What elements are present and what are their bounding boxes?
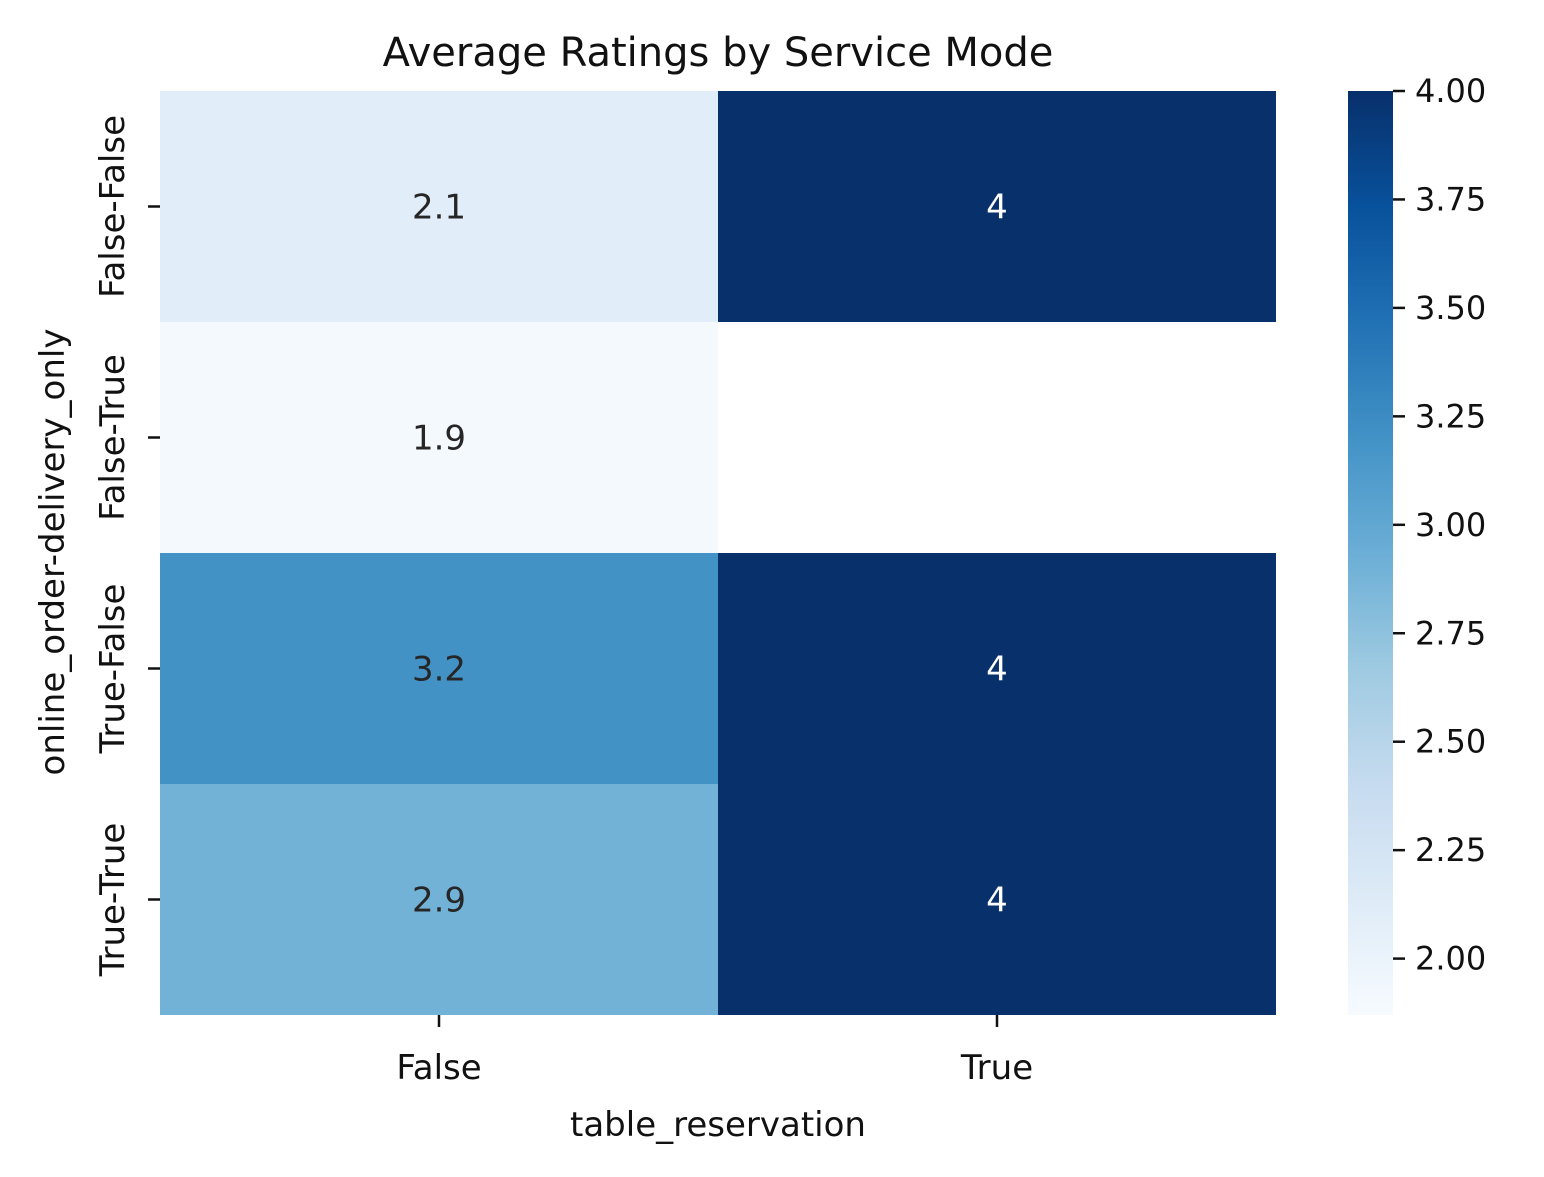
colorbar-tick-label: 3.75 <box>1415 180 1486 218</box>
cell-value-label: 2.9 <box>412 881 466 921</box>
heatmap-cells <box>160 91 1276 1015</box>
x-tick-label: False <box>396 1048 481 1088</box>
colorbar-tick-label: 2.25 <box>1415 831 1486 869</box>
y-axis-label: online_order-delivery_only <box>33 329 73 776</box>
cell-value-labels: 2.1 4 1.9 3.2 4 2.9 4 <box>412 188 1008 921</box>
heatmap-cell <box>160 553 718 784</box>
colorbar-gradient <box>1348 91 1393 1015</box>
colorbar-tick-label: 2.50 <box>1415 723 1486 761</box>
heatmap-cell <box>160 322 718 553</box>
colorbar-tick-label: 2.75 <box>1415 614 1486 652</box>
cell-value-label: 2.1 <box>412 188 466 228</box>
y-tick-label: True-False <box>93 584 133 755</box>
y-axis: False-False False-True True-False True-True <box>93 115 160 977</box>
cell-value-label: 3.2 <box>412 650 466 690</box>
colorbar-tick-label: 3.00 <box>1415 506 1486 544</box>
x-axis-label: table_reservation <box>570 1105 866 1145</box>
heatmap-cell <box>718 553 1276 784</box>
cell-value-label: 1.9 <box>412 419 466 459</box>
cell-value-label: 4 <box>986 188 1008 228</box>
cell-value-label: 4 <box>986 650 1008 690</box>
colorbar-tick-label: 2.00 <box>1415 940 1486 978</box>
colorbar-tick-label: 4.00 <box>1415 72 1486 110</box>
x-axis: False True <box>396 1015 1033 1088</box>
y-tick-label: False-True <box>93 354 133 521</box>
colorbar: 2.00 2.25 2.50 2.75 3.00 3.25 3.50 3.75 4.00 <box>1348 72 1486 1015</box>
heatmap-cell <box>718 784 1276 1015</box>
x-tick-label: True <box>960 1048 1033 1088</box>
heatmap-cell <box>160 784 718 1015</box>
heatmap-cell <box>160 91 718 322</box>
y-tick-label: False-False <box>93 115 133 298</box>
heatmap-cell <box>718 91 1276 322</box>
cell-value-label: 4 <box>986 881 1008 921</box>
y-tick-label: True-True <box>93 823 133 978</box>
colorbar-tick-label: 3.50 <box>1415 289 1486 327</box>
colorbar-tick-label: 3.25 <box>1415 397 1486 435</box>
chart-title: Average Ratings by Service Mode <box>383 30 1054 76</box>
